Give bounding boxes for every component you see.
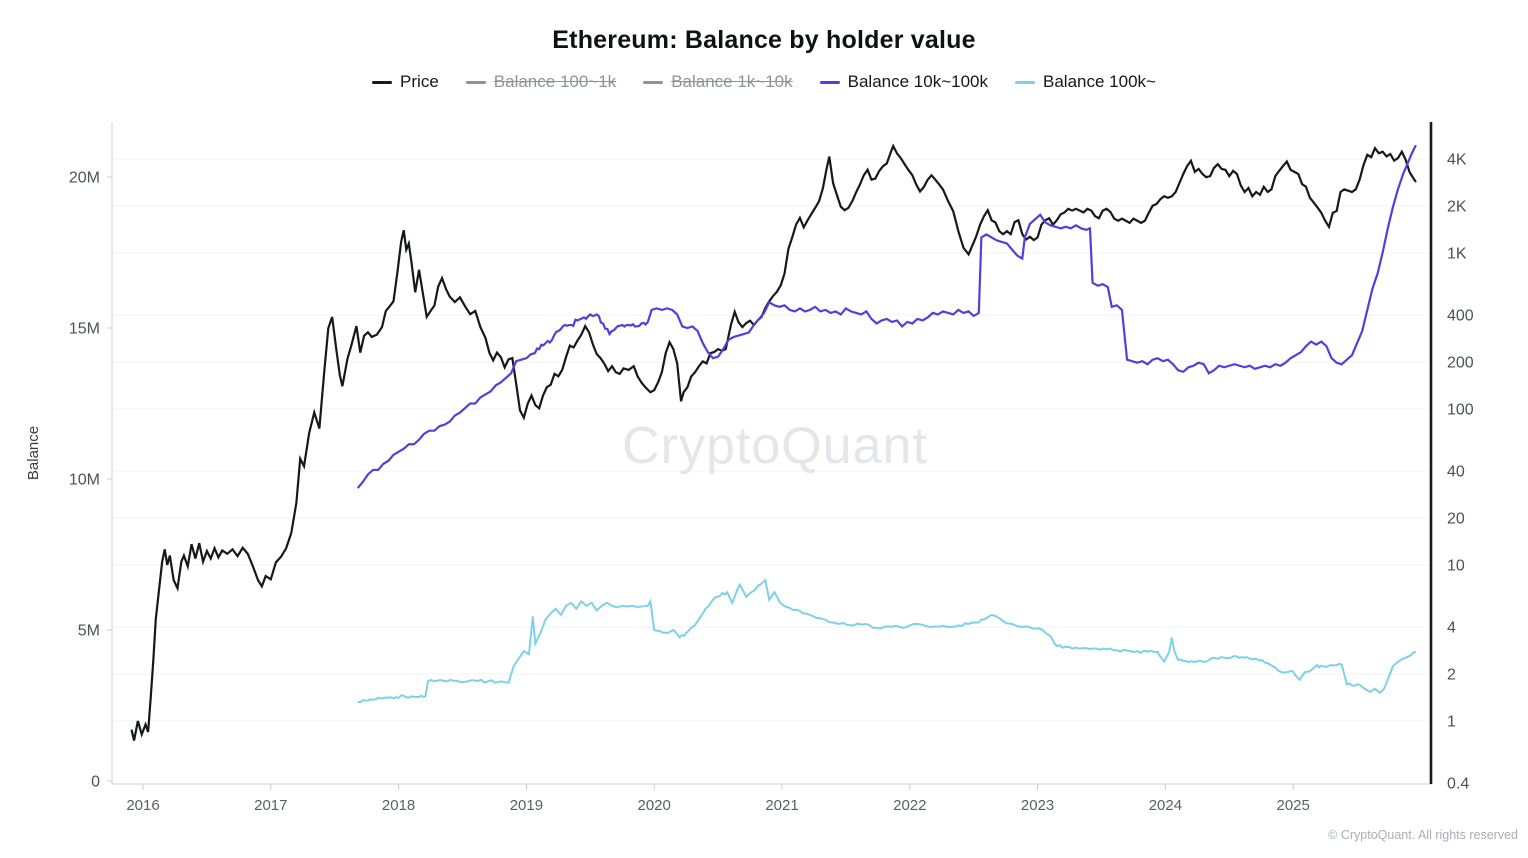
- legend-item-balance-1k-10k[interactable]: Balance 1k~10k: [643, 72, 793, 92]
- right-axis-tick-label: 400: [1447, 308, 1474, 325]
- left-axis-tick-label: 5M: [78, 623, 100, 640]
- x-axis-tick-label: 2023: [1021, 797, 1054, 814]
- legend-marker: [465, 80, 486, 84]
- right-axis-tick-label: 2: [1447, 667, 1456, 684]
- right-axis-tick-label: 1K: [1447, 246, 1467, 263]
- legend-label: Price: [400, 72, 439, 91]
- right-axis-tick-label: 0.4: [1447, 776, 1469, 793]
- legend-label: Balance 100~1k: [493, 72, 617, 91]
- x-axis-tick-label: 2017: [254, 797, 287, 814]
- chart-title: Ethereum: Balance by holder value: [552, 26, 976, 54]
- right-axis-tick-label: 200: [1447, 355, 1474, 372]
- right-axis-tick-label: 100: [1447, 402, 1474, 419]
- legend-label: Balance 1k~10k: [671, 72, 793, 91]
- left-axis-tick-label: 10M: [69, 472, 100, 489]
- legend-item-balance-100-1k[interactable]: Balance 100~1k: [465, 72, 617, 92]
- series-line-balance-10k-100k: [356, 144, 1417, 489]
- legend-item-price[interactable]: Price: [372, 72, 439, 92]
- copyright-text: © CryptoQuant. All rights reserved: [1328, 828, 1518, 842]
- left-axis-title: Balance: [25, 426, 42, 480]
- series-line-balance-100k: [357, 578, 1417, 704]
- right-axis-tick-label: 20: [1447, 511, 1465, 528]
- x-axis-tick-label: 2021: [765, 797, 798, 814]
- right-axis-tick-label: 1: [1447, 714, 1456, 731]
- right-axis-tick-label: 4K: [1447, 152, 1467, 169]
- legend-marker: [643, 80, 664, 84]
- x-axis-tick-label: 2019: [510, 797, 543, 814]
- left-axis-tick-label: 15M: [69, 321, 100, 338]
- x-axis-tick-label: 2016: [126, 797, 159, 814]
- right-axis-tick-label: 2K: [1447, 199, 1467, 216]
- legend-marker: [819, 80, 840, 84]
- x-axis-tick-label: 2022: [893, 797, 926, 814]
- x-axis-tick-label: 2025: [1277, 797, 1310, 814]
- left-axis-tick-label: 0: [91, 774, 100, 791]
- legend-marker: [372, 80, 393, 84]
- right-axis-tick-label: 40: [1447, 464, 1465, 481]
- watermark: CryptoQuant: [622, 417, 928, 475]
- legend-label: Balance 10k~100k: [847, 72, 988, 91]
- left-axis-tick-label: 20M: [69, 170, 100, 187]
- right-axis-tick-label: 10: [1447, 558, 1465, 575]
- legend: Price Balance 100~1k Balance 1k~10k Balance…: [0, 72, 1528, 92]
- x-axis-tick-label: 2024: [1149, 797, 1182, 814]
- x-axis-tick-label: 2020: [638, 797, 671, 814]
- series-line-price: [130, 143, 1417, 741]
- legend-marker: [1015, 80, 1035, 84]
- legend-item-balance-100k[interactable]: Balance 100k~: [1015, 72, 1156, 92]
- legend-label: Balance 100k~: [1043, 72, 1156, 91]
- legend-item-balance-10k-100k[interactable]: Balance 10k~100k: [819, 72, 988, 92]
- x-axis-tick-label: 2018: [382, 797, 415, 814]
- right-axis-tick-label: 4: [1447, 620, 1456, 637]
